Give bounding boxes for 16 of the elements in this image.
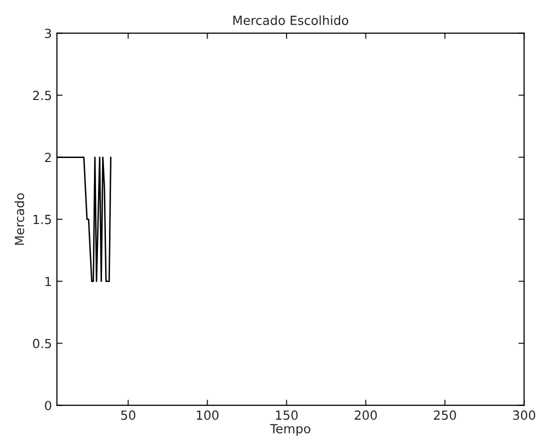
chart-title: Mercado Escolhido	[233, 15, 348, 26]
y-tick-label: 3	[45, 28, 52, 38]
y-tick-label: 2	[45, 152, 51, 162]
x-tick-label: 300	[513, 410, 536, 420]
x-axis-title: Tempo	[270, 424, 310, 436]
x-tick-label: 150	[276, 410, 298, 420]
y-tick-label: 1.5	[34, 214, 51, 224]
y-tick-label: 0	[44, 400, 52, 410]
x-tick-label: 250	[434, 410, 456, 420]
y-tick-label: 0.5	[33, 338, 51, 348]
y-tick-label: 1	[45, 276, 51, 286]
x-tick-label: 50	[121, 410, 136, 420]
x-tick-label: 200	[354, 410, 377, 420]
y-axis-title: Mercado	[14, 193, 24, 245]
y-tick-label: 2.5	[33, 90, 51, 100]
x-tick-label: 100	[196, 410, 218, 420]
